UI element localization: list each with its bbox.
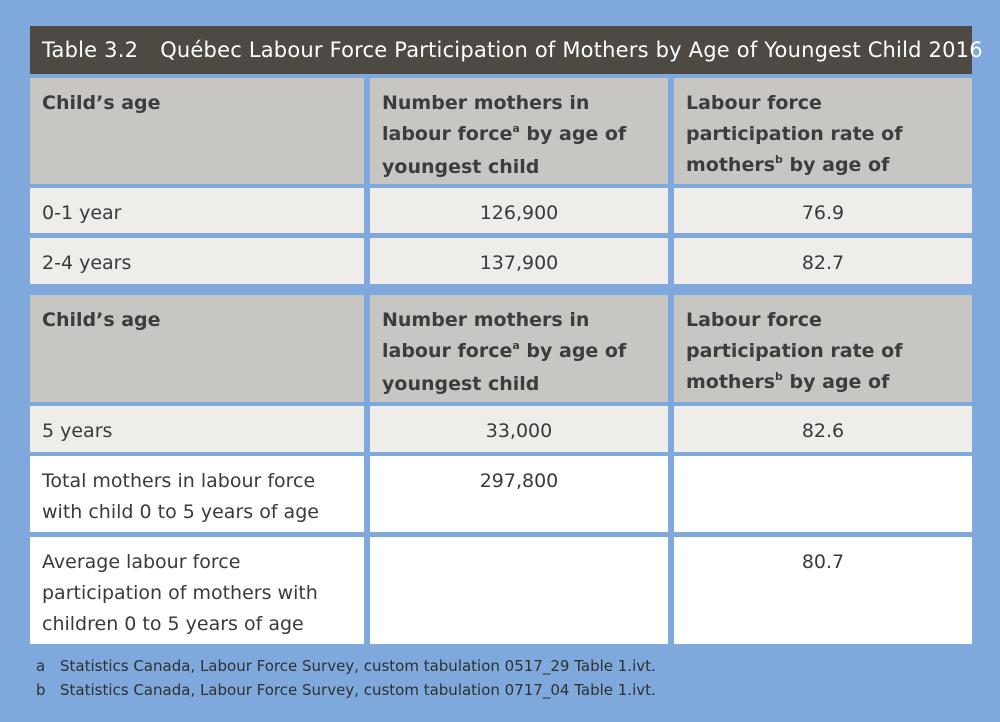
header-participation-rate: Labour force participation rate of mothe… bbox=[674, 295, 972, 402]
table-title-text: Québec Labour Force Participation of Mot… bbox=[160, 38, 983, 62]
footnote-marker: a bbox=[512, 122, 520, 135]
header-label: Labour force participation rate of mothe… bbox=[686, 92, 903, 176]
table-cell-rate: 82.6 bbox=[674, 406, 972, 452]
footnotes: a Statistics Canada, Labour Force Survey… bbox=[36, 654, 966, 702]
footnote-marker: b bbox=[775, 153, 783, 166]
table-cell-number: 126,900 bbox=[370, 188, 668, 233]
header-number-mothers: Number mothers in labour forcea by age o… bbox=[370, 295, 668, 402]
header-label: by age of youngest child bbox=[789, 154, 890, 176]
footnote-marker: a bbox=[512, 339, 520, 352]
table-cell-age: Average labour force participation of mo… bbox=[30, 537, 364, 644]
table-title: Table 3.2 Québec Labour Force Participat… bbox=[30, 26, 983, 74]
header-label: by age of youngest child bbox=[382, 340, 627, 395]
header-childs-age: Child’s age bbox=[30, 78, 364, 184]
header-label: by age of youngest child bbox=[382, 123, 627, 178]
table-cell-age: 2-4 years bbox=[30, 238, 364, 284]
footnote-marker: b bbox=[775, 370, 783, 383]
table-cell-rate bbox=[674, 456, 972, 532]
footnote-mark: a bbox=[36, 657, 46, 675]
footnote-mark: b bbox=[36, 681, 46, 699]
table-cell-number: 137,900 bbox=[370, 238, 668, 284]
table-cell-rate: 80.7 bbox=[674, 537, 972, 644]
footnote-text: Statistics Canada, Labour Force Survey, … bbox=[60, 681, 656, 699]
footnote-text: Statistics Canada, Labour Force Survey, … bbox=[60, 657, 656, 675]
header-childs-age: Child’s age bbox=[30, 295, 364, 402]
footnote-a: a Statistics Canada, Labour Force Survey… bbox=[36, 654, 966, 678]
header-label: Number mothers in labour force bbox=[382, 309, 590, 362]
table-cell-age: Total mothers in labour force with child… bbox=[30, 456, 364, 532]
header-number-mothers: Number mothers in labour forcea by age o… bbox=[370, 78, 668, 184]
table-cell-age: 5 years bbox=[30, 406, 364, 452]
footnote-b: b Statistics Canada, Labour Force Survey… bbox=[36, 678, 966, 702]
table-number: Table 3.2 bbox=[42, 38, 139, 62]
table-cell-number: 33,000 bbox=[370, 406, 668, 452]
table-cell-number: 297,800 bbox=[370, 456, 668, 532]
header-label: Number mothers in labour force bbox=[382, 92, 590, 145]
table-cell-age: 0-1 year bbox=[30, 188, 364, 233]
header-label: by age of youngest child bbox=[789, 371, 890, 393]
table-cell-rate: 76.9 bbox=[674, 188, 972, 233]
header-participation-rate: Labour force participation rate of mothe… bbox=[674, 78, 972, 184]
header-label: Child’s age bbox=[42, 92, 161, 114]
header-label: Labour force participation rate of mothe… bbox=[686, 309, 903, 393]
table-cell-number bbox=[370, 537, 668, 644]
header-label: Child’s age bbox=[42, 309, 161, 331]
table-cell-rate: 82.7 bbox=[674, 238, 972, 284]
